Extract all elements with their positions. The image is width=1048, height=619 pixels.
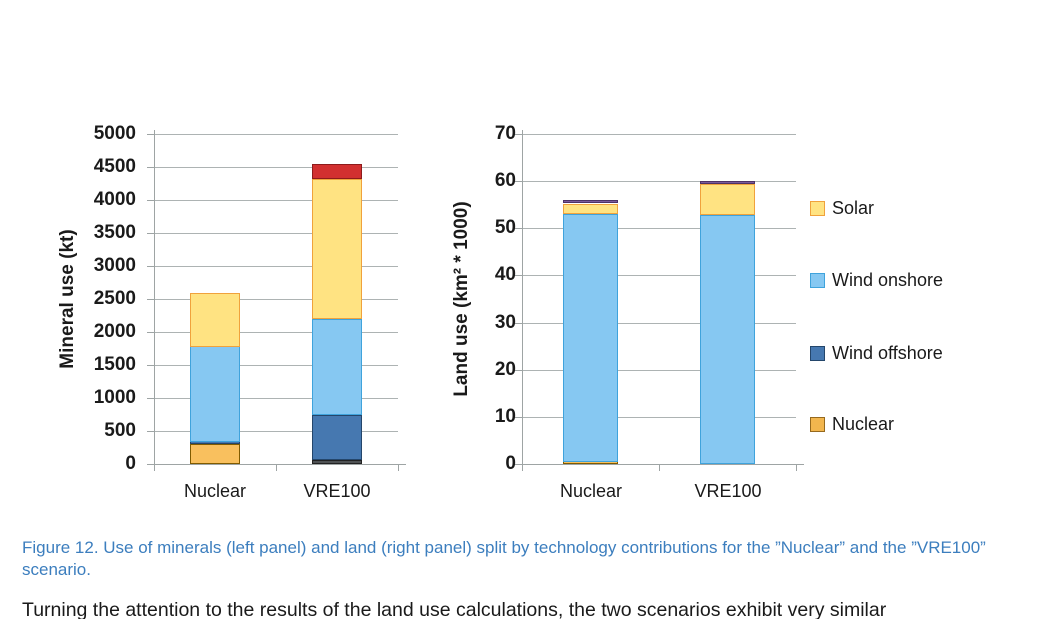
mineral-y-tick-mark	[147, 365, 154, 366]
figure-caption: Figure 12. Use of minerals (left panel) …	[22, 538, 986, 579]
land-y-tick-mark	[515, 275, 522, 276]
land-y-tick-label: 30	[494, 312, 516, 333]
land-y-tick-mark	[515, 464, 522, 465]
bar-segment-unlabeled-red	[312, 164, 362, 179]
land-y-tick-mark	[515, 370, 522, 371]
legend-item-solar: Solar	[810, 197, 874, 219]
mineral-y-tick-label: 3500	[93, 222, 136, 243]
mineral-gridline	[154, 365, 398, 366]
land-x-tick-mark	[796, 464, 797, 471]
mineral-category-label: Nuclear	[183, 481, 247, 501]
legend-label: Wind onshore	[832, 270, 944, 290]
land-y-axis-line	[522, 130, 523, 464]
land-gridline	[522, 275, 796, 276]
legend-item-wind-onshore: Wind onshore	[810, 269, 943, 291]
land-y-tick-mark	[515, 417, 522, 418]
mineral-y-tick-label: 500	[104, 420, 136, 441]
mineral-y-tick-label: 0	[125, 453, 136, 474]
legend-label: Nuclear	[832, 414, 895, 434]
land-gridline	[522, 181, 796, 182]
mineral-y-tick-mark	[147, 332, 154, 333]
mineral-gridline	[154, 431, 398, 432]
mineral-y-tick-mark	[147, 431, 154, 432]
land-gridline	[522, 417, 796, 418]
land-y-tick-mark	[515, 228, 522, 229]
bar-segment-unlabeled-purple	[700, 181, 755, 184]
land-y-tick-mark	[515, 323, 522, 324]
mineral-y-tick-label: 4500	[93, 156, 136, 177]
legend-label: Solar	[832, 198, 875, 218]
mineral-y-axis-line	[154, 130, 155, 464]
land-y-tick-label: 40	[494, 264, 516, 285]
land-gridline	[522, 228, 796, 229]
mineral-y-tick-label: 3000	[93, 255, 136, 276]
mineral-x-tick-mark	[398, 464, 399, 471]
land-x-tick-mark	[659, 464, 660, 471]
mineral-y-tick-mark	[147, 299, 154, 300]
mineral-gridline	[154, 233, 398, 234]
land-gridline	[522, 134, 796, 135]
mineral-y-tick-label: 5000	[93, 123, 136, 144]
mineral-y-tick-label: 1500	[93, 354, 136, 375]
bar-segment-wind-offshore	[312, 415, 362, 460]
legend-item-wind-offshore: Wind offshore	[810, 342, 943, 364]
legend-swatch-nuclear	[810, 416, 825, 432]
bar-segment-unlabeled-purple	[563, 200, 618, 203]
mineral-y-tick-mark	[147, 200, 154, 201]
bar-segment-wind-onshore	[563, 214, 618, 462]
bar-segment-solar	[312, 179, 362, 319]
legend-swatch-wind-offshore	[810, 345, 825, 361]
land-x-axis-line	[522, 464, 804, 465]
land-y-tick-label: 0	[505, 453, 516, 474]
bar-segment-solar	[563, 204, 618, 214]
mineral-y-tick-label: 1000	[93, 387, 136, 408]
mineral-y-tick-mark	[147, 464, 154, 465]
land-y-tick-label: 10	[494, 406, 516, 427]
bar-segment-unlabeled-dark	[312, 460, 362, 464]
mineral-y-tick-mark	[147, 134, 154, 135]
bar-segment-wind-onshore	[190, 346, 240, 442]
legend-swatch-wind-onshore	[810, 272, 825, 288]
bar-segment-nuclear	[190, 444, 240, 464]
bar-segment-wind-onshore	[700, 215, 755, 464]
mineral-y-tick-mark	[147, 266, 154, 267]
mineral-x-tick-mark	[154, 464, 155, 471]
mineral-y-tick-label: 2000	[93, 321, 136, 342]
mineral-y-tick-mark	[147, 167, 154, 168]
mineral-x-axis-line	[154, 464, 406, 465]
mineral-y-tick-label: 4000	[93, 189, 136, 210]
mineral-gridline	[154, 332, 398, 333]
body-text: Turning the attention to the results of …	[22, 599, 887, 619]
legend-label: Wind offshore	[832, 343, 943, 363]
legend-swatch-solar	[810, 200, 825, 216]
land-gridline	[522, 370, 796, 371]
legend-item-nuclear: Nuclear	[810, 413, 894, 435]
land-y-tick-label: 50	[494, 217, 516, 238]
mineral-gridline	[154, 167, 398, 168]
land-y-tick-mark	[515, 134, 522, 135]
land-y-tick-label: 70	[494, 123, 516, 144]
mineral-x-tick-mark	[276, 464, 277, 471]
land-category-label: VRE100	[694, 481, 762, 501]
mineral-gridline	[154, 299, 398, 300]
land-y-tick-label: 20	[494, 359, 516, 380]
mineral-gridline	[154, 398, 398, 399]
bar-segment-wind-onshore	[312, 319, 362, 415]
bar-segment-solar	[190, 293, 240, 347]
mineral-y-tick-label: 2500	[93, 288, 136, 309]
land-y-tick-label: 60	[494, 170, 516, 191]
land-category-label: Nuclear	[559, 481, 623, 501]
mineral-y-tick-mark	[147, 233, 154, 234]
mineral-y-tick-mark	[147, 398, 154, 399]
bar-segment-solar	[700, 184, 755, 215]
land-x-tick-mark	[522, 464, 523, 471]
mineral-gridline	[154, 200, 398, 201]
land-y-tick-mark	[515, 181, 522, 182]
mineral-category-label: VRE100	[303, 481, 371, 501]
land-gridline	[522, 323, 796, 324]
mineral-gridline	[154, 266, 398, 267]
mineral-gridline	[154, 134, 398, 135]
